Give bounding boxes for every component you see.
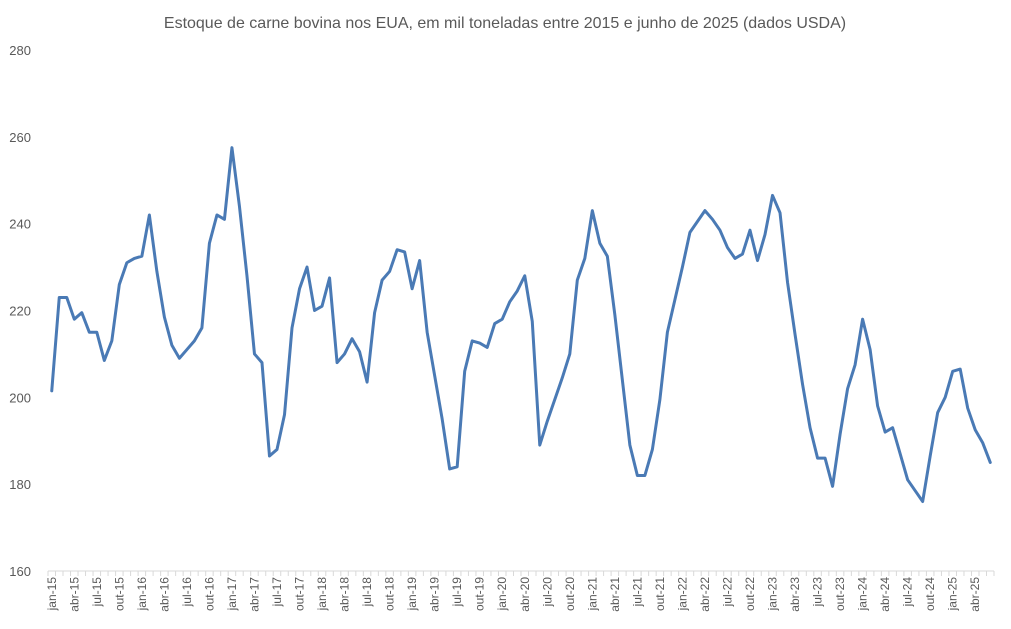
x-tick-label: abr-18 [338,577,352,612]
x-tick-label: abr-25 [968,577,982,612]
x-tick-label: jul-23 [811,577,825,608]
y-tick-label: 280 [9,43,31,58]
x-tick-label: jan-21 [585,577,599,612]
x-tick-label: jul-17 [270,577,284,608]
x-tick-label: abr-15 [67,577,81,612]
x-tick-label: jul-18 [360,577,374,608]
x-tick-label: out-18 [383,577,397,611]
x-tick-label: jan-20 [495,577,509,612]
x-tick-label: abr-24 [878,577,892,612]
x-tick-label: jan-17 [225,577,239,612]
x-tick-label: out-23 [833,577,847,611]
y-tick-label: 260 [9,130,31,145]
x-tick-label: jan-18 [315,577,329,612]
x-tick-label: jul-22 [720,577,734,608]
x-tick-label: out-24 [923,577,937,611]
y-tick-label: 200 [9,390,31,405]
x-tick-label: jan-15 [45,577,59,612]
x-tick-label: out-19 [473,577,487,611]
chart-title: Estoque de carne bovina nos EUA, em mil … [164,15,846,32]
x-tick-label: jan-22 [675,577,689,612]
x-tick-label: out-15 [112,577,126,611]
x-tick-label: out-21 [653,577,667,611]
x-axis-ticks: jan-15 abr-15 jul-15 out-15 jan-16 abr-16 jul-… [45,571,995,612]
x-tick-label: jan-25 [946,577,960,612]
x-tick-label: out-17 [293,577,307,611]
y-axis-ticks: 160 180 200 220 240 260 280 [9,43,31,579]
x-tick-label: abr-23 [788,577,802,612]
x-tick-label: jul-16 [180,577,194,608]
y-tick-label: 160 [9,564,31,579]
x-tick-label: abr-19 [428,577,442,612]
x-tick-label: jul-24 [901,577,915,608]
x-tick-label: abr-22 [698,577,712,612]
x-tick-label: abr-20 [518,577,532,612]
x-tick-label: jan-23 [766,577,780,612]
x-tick-label: jul-21 [630,577,644,608]
x-tick-label: abr-17 [247,577,261,612]
y-tick-label: 180 [9,477,31,492]
series-line [50,146,992,504]
y-tick-label: 220 [9,304,31,319]
x-tick-label: out-20 [563,577,577,611]
x-tick-label: jul-15 [90,577,104,608]
x-tick-label: abr-16 [157,577,171,612]
y-tick-label: 240 [9,217,31,232]
x-tick-label: out-16 [202,577,216,611]
x-tick-label: jul-20 [540,577,554,608]
x-tick-label: out-22 [743,577,757,611]
x-tick-label: jan-16 [135,577,149,612]
x-tick-label: jul-19 [450,577,464,608]
x-tick-label: jan-24 [856,577,870,612]
x-tick-label: abr-21 [608,577,622,612]
x-tick-label: jan-19 [405,577,419,612]
